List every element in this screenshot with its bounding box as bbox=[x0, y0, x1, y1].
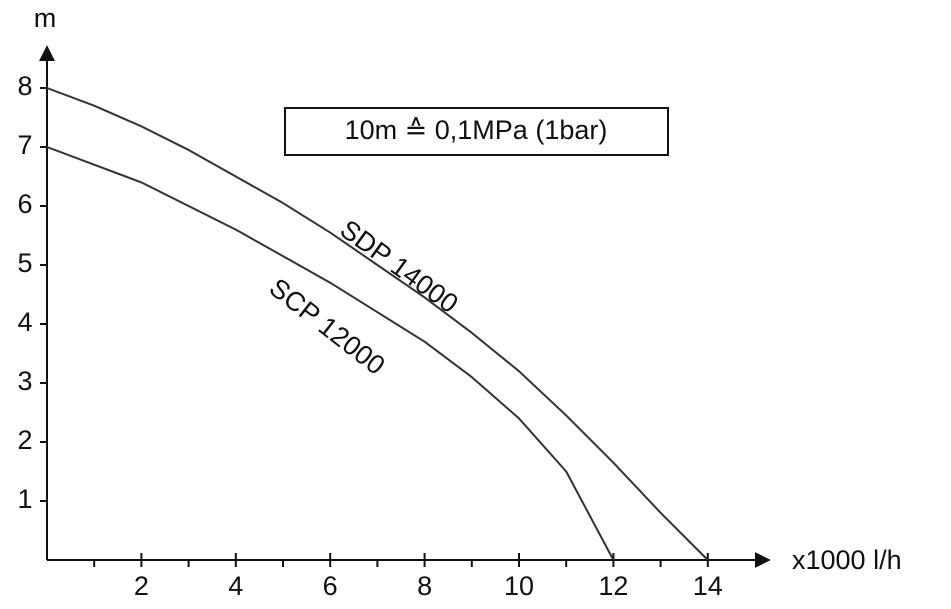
x-tick-label: 8 bbox=[417, 571, 432, 601]
annotation: 10m ≙ 0,1MPa (1bar) bbox=[345, 115, 608, 145]
y-tick-label: 6 bbox=[17, 189, 32, 219]
series-line bbox=[46, 87, 709, 561]
y-tick-label: 2 bbox=[17, 425, 32, 455]
y-tick-label: 8 bbox=[17, 71, 32, 101]
x-tick-label: 2 bbox=[134, 571, 149, 601]
x-tick-label: 14 bbox=[693, 571, 723, 601]
series-label: SCP 12000 bbox=[264, 272, 391, 380]
y-tick-label: 4 bbox=[17, 307, 32, 337]
y-axis-label: m bbox=[34, 3, 57, 33]
x-tick-label: 6 bbox=[323, 571, 338, 601]
x-tick-label: 12 bbox=[598, 571, 628, 601]
y-tick-label: 3 bbox=[17, 366, 32, 396]
series-label: SDP 14000 bbox=[335, 214, 464, 319]
x-axis-label: x1000 l/h bbox=[792, 545, 902, 575]
annotation-box bbox=[284, 107, 669, 156]
y-tick-label: 7 bbox=[17, 130, 32, 160]
x-tick-label: 10 bbox=[504, 571, 534, 601]
y-tick-label: 5 bbox=[17, 248, 32, 278]
y-tick-label: 1 bbox=[17, 484, 32, 514]
x-tick-label: 4 bbox=[228, 571, 243, 601]
series-line bbox=[46, 146, 615, 561]
